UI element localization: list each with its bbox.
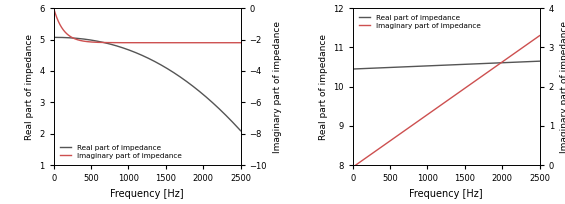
X-axis label: Frequency [Hz]: Frequency [Hz] bbox=[409, 189, 483, 199]
Y-axis label: Imaginary part of impedance: Imaginary part of impedance bbox=[273, 21, 281, 153]
Y-axis label: Imaginary part of impedance: Imaginary part of impedance bbox=[559, 21, 565, 153]
Legend: Real part of impedance, Imaginary part of impedance: Real part of impedance, Imaginary part o… bbox=[57, 142, 185, 162]
Legend: Real part of impedance, Imaginary part of impedance: Real part of impedance, Imaginary part o… bbox=[357, 12, 484, 32]
Y-axis label: Real part of impedance: Real part of impedance bbox=[319, 34, 328, 140]
Y-axis label: Real part of impedance: Real part of impedance bbox=[25, 34, 34, 140]
X-axis label: Frequency [Hz]: Frequency [Hz] bbox=[110, 189, 184, 199]
